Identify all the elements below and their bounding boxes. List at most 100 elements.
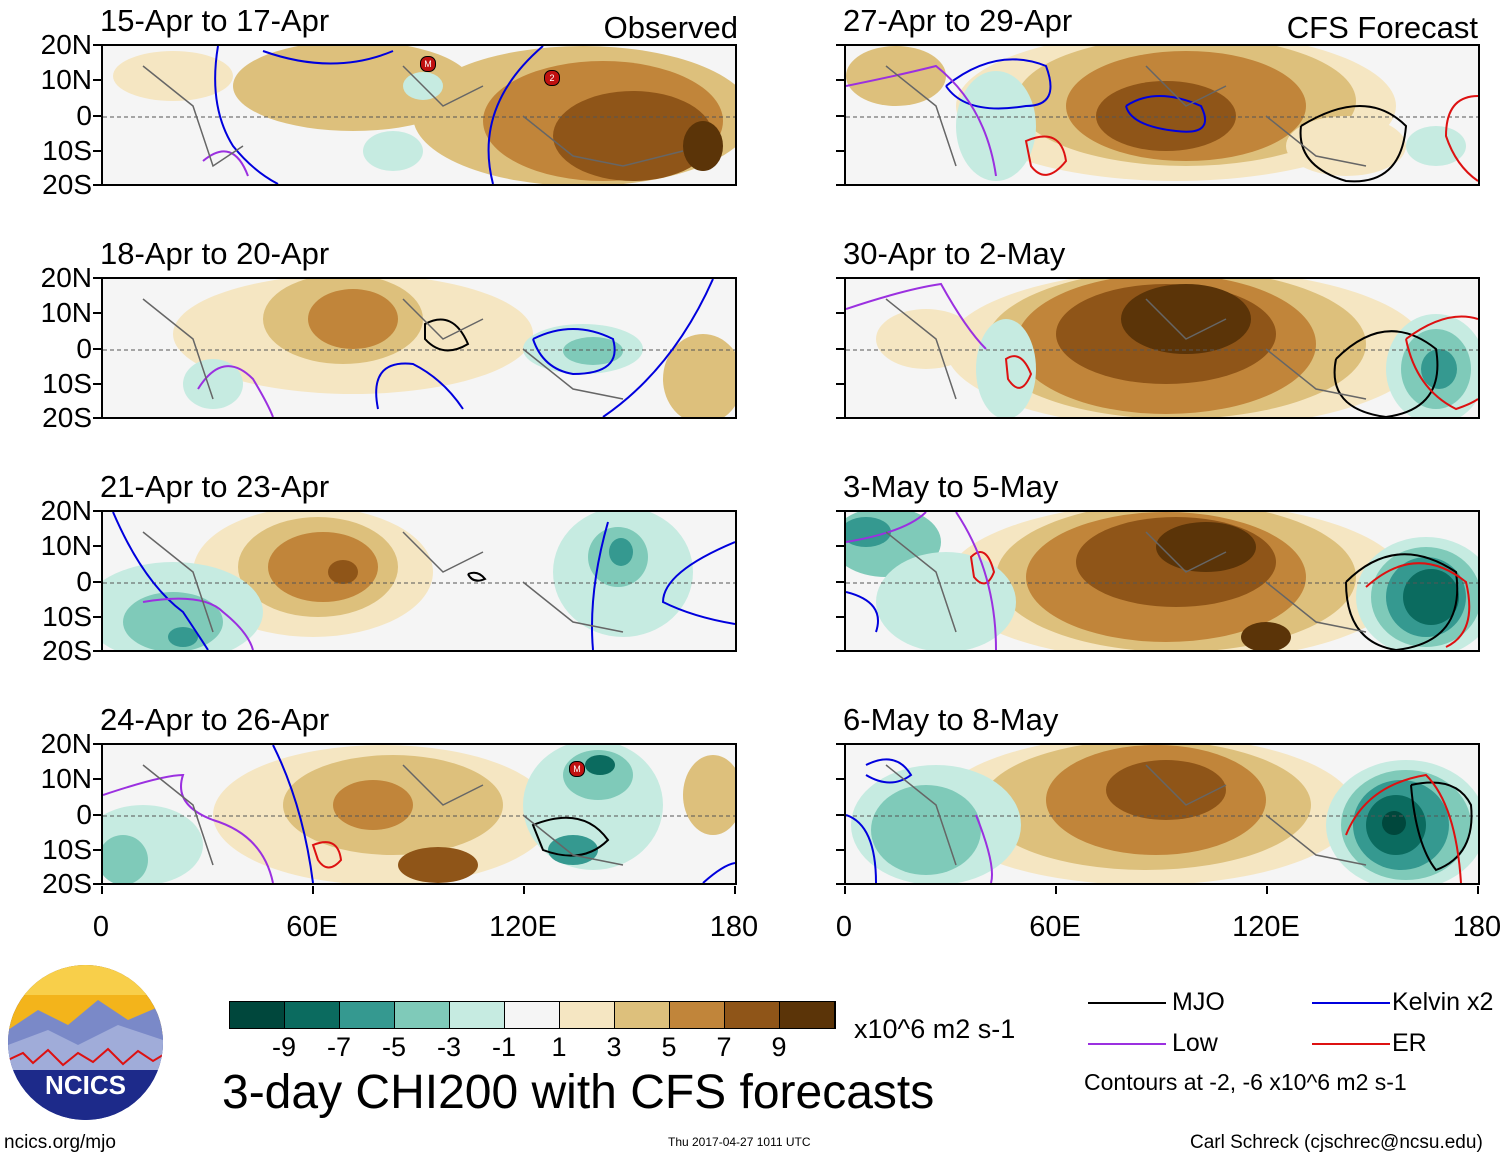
lat-tick-mark xyxy=(93,650,101,652)
lon-tick-label: 60E xyxy=(1029,911,1081,943)
colorbar-label: 5 xyxy=(661,1032,677,1062)
lat-tick-mark xyxy=(836,545,844,547)
lat-tick-mark xyxy=(93,778,101,780)
footer-author: Carl Schreck (cjschrec@ncsu.edu) xyxy=(1190,1132,1483,1153)
storm-marker: M xyxy=(569,761,585,777)
lat-tick-label: 10S xyxy=(42,368,92,399)
lat-tick-mark xyxy=(93,348,101,350)
lat-tick-label: 10S xyxy=(42,834,92,865)
lat-tick-label: 20N xyxy=(40,495,92,526)
legend-line-er xyxy=(1312,1043,1390,1045)
lat-tick-mark xyxy=(93,79,101,81)
lat-tick-mark xyxy=(93,184,101,186)
lon-tick-label: 180 xyxy=(709,911,759,943)
lat-tick-mark xyxy=(93,849,101,851)
footer-url[interactable]: ncics.org/mjo xyxy=(4,1132,116,1153)
lat-tick-label: 10N xyxy=(40,530,92,561)
legend-label-er: ER xyxy=(1392,1029,1427,1057)
lat-tick-mark xyxy=(93,581,101,583)
footer-timestamp: Thu 2017-04-27 1011 UTC xyxy=(668,1135,811,1149)
colorbar-swatch xyxy=(230,1002,285,1028)
lon-tick-label: 120E xyxy=(489,911,557,943)
colorbar-label: -5 xyxy=(381,1032,406,1062)
lat-tick-mark xyxy=(836,650,844,652)
panel-title: 24-Apr to 26-Apr xyxy=(100,702,330,737)
colorbar-label: 3 xyxy=(606,1032,622,1062)
lon-tick-mark xyxy=(1477,886,1479,894)
lat-tick-label: 0 xyxy=(76,333,92,364)
colorbar-label: -9 xyxy=(271,1032,296,1062)
lat-tick-mark xyxy=(93,883,101,885)
lat-tick-label: 0 xyxy=(76,799,92,830)
lon-tick-label: 180 xyxy=(1452,911,1502,943)
colorbar-swatch xyxy=(285,1002,340,1028)
lon-tick-mark xyxy=(1266,886,1268,894)
colorbar-label: -1 xyxy=(491,1032,516,1062)
lon-tick-mark xyxy=(312,886,314,894)
legend-line-low xyxy=(1088,1043,1166,1045)
lat-tick-mark xyxy=(93,383,101,385)
lat-tick-label: 0 xyxy=(76,566,92,597)
legend-label-low: Low xyxy=(1172,1029,1218,1057)
lat-tick-mark xyxy=(93,814,101,816)
colorbar-label: -3 xyxy=(436,1032,461,1062)
lat-tick-mark xyxy=(93,150,101,152)
lat-tick-mark xyxy=(836,883,844,885)
colorbar-label: 9 xyxy=(771,1032,787,1062)
colorbar-units: x10^6 m2 s-1 xyxy=(854,1014,1016,1044)
legend-label-mjo: MJO xyxy=(1172,988,1225,1016)
colorbar-swatch xyxy=(450,1002,505,1028)
lat-tick-label: 20N xyxy=(40,29,92,60)
lat-tick-mark xyxy=(836,814,844,816)
panel-title: 6-May to 8-May xyxy=(843,702,1059,737)
panel-title: 21-Apr to 23-Apr xyxy=(100,469,330,504)
map-panel-observed-3 xyxy=(101,510,737,652)
lat-tick-mark xyxy=(836,277,844,279)
lat-tick-mark xyxy=(93,44,101,46)
lon-tick-mark xyxy=(101,886,103,894)
lat-tick-mark xyxy=(93,545,101,547)
lat-tick-mark xyxy=(93,277,101,279)
lat-tick-label: 10N xyxy=(40,64,92,95)
lat-tick-label: 20N xyxy=(40,262,92,293)
map-panel-observed-4: M xyxy=(101,743,737,885)
lat-tick-label: 20N xyxy=(40,728,92,759)
colorbar-swatch xyxy=(615,1002,670,1028)
lon-tick-mark xyxy=(734,886,736,894)
lat-tick-mark xyxy=(836,417,844,419)
colorbar-label: 1 xyxy=(551,1032,567,1062)
colorbar-swatch xyxy=(725,1002,780,1028)
panel-title: 18-Apr to 20-Apr xyxy=(100,236,330,271)
lat-tick-mark xyxy=(836,150,844,152)
colorbar-swatch xyxy=(395,1002,450,1028)
lat-tick-mark xyxy=(93,510,101,512)
lat-tick-label: 20S xyxy=(42,868,92,899)
lat-tick-mark xyxy=(836,849,844,851)
ncics-logo: NCICS xyxy=(8,965,163,1120)
lat-tick-label: 20S xyxy=(42,169,92,200)
storm-marker: M xyxy=(420,56,436,72)
contours-note: Contours at -2, -6 x10^6 m2 s-1 xyxy=(1084,1069,1407,1095)
map-panel-observed-1: M 2 xyxy=(101,44,737,186)
legend-line-mjo xyxy=(1088,1002,1166,1004)
lon-tick-mark xyxy=(844,886,846,894)
lon-tick-label: 60E xyxy=(286,911,338,943)
lat-tick-label: 10N xyxy=(40,763,92,794)
lat-tick-mark xyxy=(836,383,844,385)
map-panel-forecast-1 xyxy=(844,44,1480,186)
lat-tick-label: 10S xyxy=(42,135,92,166)
lon-tick-label: 120E xyxy=(1232,911,1300,943)
colorbar-label: 7 xyxy=(716,1032,732,1062)
panel-title: 30-Apr to 2-May xyxy=(843,236,1066,271)
lat-tick-mark xyxy=(93,417,101,419)
lon-tick-mark xyxy=(1055,886,1057,894)
main-title: 3-day CHI200 with CFS forecasts xyxy=(222,1066,935,1119)
lat-tick-label: 0 xyxy=(76,100,92,131)
colorbar-swatch xyxy=(340,1002,395,1028)
colorbar-swatch xyxy=(560,1002,615,1028)
observed-header: Observed xyxy=(603,10,738,45)
lon-tick-mark xyxy=(523,886,525,894)
lat-tick-mark xyxy=(836,616,844,618)
lat-tick-mark xyxy=(836,79,844,81)
lat-tick-label: 10S xyxy=(42,601,92,632)
